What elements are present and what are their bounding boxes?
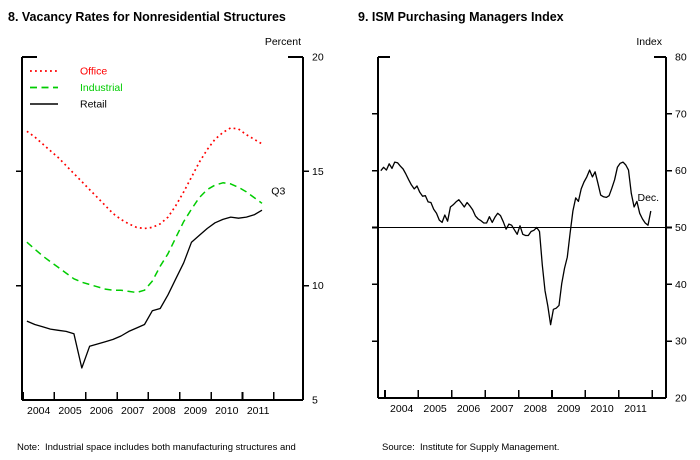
x-year-label: 2007 bbox=[121, 405, 145, 417]
x-year-label: 2006 bbox=[90, 405, 114, 417]
x-year-label: 2006 bbox=[457, 403, 481, 415]
industrial-series-line bbox=[26, 182, 263, 294]
y-tick-label: 50 bbox=[675, 222, 687, 234]
latest-period-label: Dec. bbox=[638, 192, 660, 204]
legend-retail-label: Retail bbox=[80, 99, 107, 111]
x-year-label: 2009 bbox=[184, 405, 208, 417]
ism-chart-title: 9. ISM Purchasing Managers Index bbox=[358, 10, 564, 24]
y-tick-label: 15 bbox=[312, 166, 324, 178]
y-tick-label: 10 bbox=[312, 280, 324, 292]
y-tick-label: 5 bbox=[312, 395, 318, 407]
y-tick-label: 60 bbox=[675, 165, 687, 177]
x-year-label: 2007 bbox=[490, 403, 514, 415]
retail-series-line bbox=[26, 209, 263, 369]
y-tick-label: 80 bbox=[675, 52, 687, 64]
x-year-label: 2004 bbox=[27, 405, 51, 417]
x-year-label: 2008 bbox=[524, 403, 548, 415]
x-year-label: 2010 bbox=[215, 405, 239, 417]
x-year-label: 2010 bbox=[590, 403, 614, 415]
office-series-line bbox=[26, 127, 263, 230]
ism-pmi-series-line bbox=[380, 161, 652, 326]
latest-period-label: Q3 bbox=[271, 185, 285, 197]
x-year-label: 2011 bbox=[624, 403, 647, 415]
vacancy-chart-plot: 5 10 15 20 2004 2005 2006 2007 2008 2009 2010 2011 Q… bbox=[16, 52, 324, 417]
x-year-label: 2011 bbox=[247, 405, 270, 417]
legend-industrial-label: Industrial bbox=[80, 82, 123, 94]
y-tick-label: 70 bbox=[675, 108, 687, 120]
ism-y-axis-unit-label: Index bbox=[636, 36, 662, 48]
x-year-label: 2004 bbox=[390, 403, 414, 415]
y-tick-label: 20 bbox=[312, 52, 324, 64]
vacancy-y-axis-unit-label: Percent bbox=[264, 36, 301, 48]
y-tick-label: 20 bbox=[675, 393, 687, 405]
vacancy-chart-notes: Note: Industrial space includes both man… bbox=[5, 418, 341, 460]
legend-office-label: Office bbox=[80, 66, 107, 78]
x-year-label: 2005 bbox=[423, 403, 447, 415]
ism-chart-notes: Source: Institute for Supply Management. bbox=[382, 418, 682, 460]
vacancy-chart-title: 8. Vacancy Rates for Nonresidential Stru… bbox=[8, 10, 286, 24]
x-year-label: 2008 bbox=[152, 405, 176, 417]
y-tick-label: 30 bbox=[675, 336, 687, 348]
ism-source-line: Source: Institute for Supply Management. bbox=[382, 441, 560, 453]
ism-chart-plot: 20 30 40 50 60 70 80 2004 2005 2006 2007 2008 2009 20… bbox=[372, 52, 687, 415]
x-year-label: 2005 bbox=[58, 405, 82, 417]
x-year-label: 2009 bbox=[557, 403, 581, 415]
y-tick-label: 40 bbox=[675, 279, 687, 291]
vacancy-note-line: Note: Industrial space includes both man… bbox=[17, 441, 296, 453]
